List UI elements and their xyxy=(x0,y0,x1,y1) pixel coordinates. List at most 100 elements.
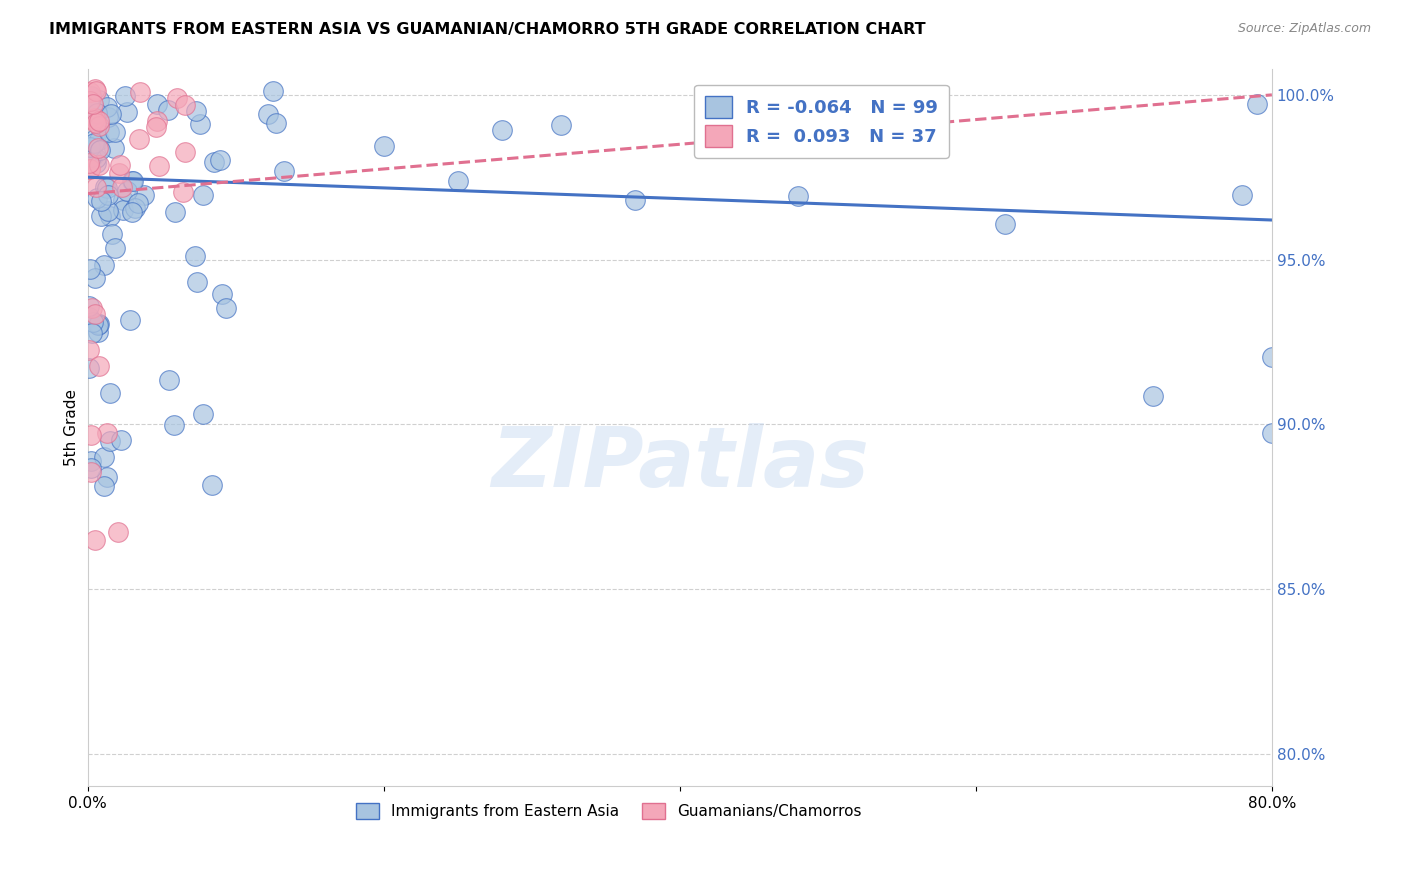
Point xyxy=(118,312,141,326)
Point xyxy=(166,91,188,105)
Point xyxy=(87,141,110,155)
Point xyxy=(202,154,225,169)
Point xyxy=(112,202,135,217)
Point xyxy=(1142,389,1164,403)
Point xyxy=(100,227,122,241)
Point xyxy=(115,185,138,199)
Point xyxy=(79,94,101,108)
Point xyxy=(121,205,143,219)
Point xyxy=(83,136,105,150)
Point xyxy=(98,386,121,401)
Point xyxy=(87,113,110,128)
Point xyxy=(80,301,103,316)
Point xyxy=(83,111,105,125)
Point xyxy=(1232,188,1254,202)
Point xyxy=(148,159,170,173)
Point xyxy=(129,85,152,99)
Legend: Immigrants from Eastern Asia, Guamanians/Chamorros: Immigrants from Eastern Asia, Guamanians… xyxy=(350,797,868,825)
Point xyxy=(787,188,810,202)
Point xyxy=(93,450,115,465)
Point xyxy=(84,179,107,194)
Point xyxy=(84,270,107,285)
Point xyxy=(104,241,127,255)
Point xyxy=(87,318,110,332)
Point xyxy=(103,141,125,155)
Point xyxy=(145,120,167,135)
Point xyxy=(89,120,111,134)
Point xyxy=(184,104,207,119)
Point xyxy=(122,174,145,188)
Point xyxy=(86,151,108,165)
Point xyxy=(699,124,721,138)
Point xyxy=(82,109,104,123)
Point xyxy=(83,113,105,128)
Point xyxy=(90,194,112,209)
Point xyxy=(994,217,1017,231)
Point xyxy=(83,131,105,145)
Point xyxy=(97,110,120,124)
Point xyxy=(80,454,103,468)
Point xyxy=(90,209,112,223)
Point xyxy=(83,101,105,115)
Point xyxy=(93,258,115,272)
Point xyxy=(146,97,169,112)
Point xyxy=(79,85,101,99)
Point xyxy=(112,194,135,208)
Point xyxy=(89,143,111,157)
Point xyxy=(262,85,284,99)
Point xyxy=(98,209,121,223)
Point xyxy=(96,181,118,195)
Point xyxy=(188,117,211,131)
Point xyxy=(87,325,110,339)
Point xyxy=(132,188,155,202)
Point xyxy=(550,118,572,132)
Point xyxy=(447,174,470,188)
Point xyxy=(273,164,295,178)
Point xyxy=(1261,350,1284,364)
Point xyxy=(87,158,110,172)
Point xyxy=(1261,425,1284,440)
Point xyxy=(82,96,104,111)
Point xyxy=(373,139,395,153)
Point xyxy=(200,477,222,491)
Point xyxy=(77,361,100,376)
Point xyxy=(111,179,134,194)
Point xyxy=(107,525,129,540)
Text: IMMIGRANTS FROM EASTERN ASIA VS GUAMANIAN/CHAMORRO 5TH GRADE CORRELATION CHART: IMMIGRANTS FROM EASTERN ASIA VS GUAMANIA… xyxy=(49,22,925,37)
Point xyxy=(115,105,138,120)
Point xyxy=(97,188,120,202)
Point xyxy=(124,201,146,215)
Point xyxy=(82,148,104,162)
Point xyxy=(97,204,120,219)
Point xyxy=(163,417,186,432)
Point xyxy=(87,317,110,331)
Point xyxy=(1246,97,1268,112)
Point xyxy=(110,157,132,171)
Point xyxy=(86,107,108,121)
Point xyxy=(157,103,180,118)
Point xyxy=(96,425,118,440)
Point xyxy=(114,89,136,103)
Point xyxy=(624,193,647,207)
Point xyxy=(87,93,110,107)
Text: Source: ZipAtlas.com: Source: ZipAtlas.com xyxy=(1237,22,1371,36)
Point xyxy=(174,98,197,112)
Point xyxy=(96,100,118,114)
Point xyxy=(82,315,104,329)
Point xyxy=(110,433,132,447)
Point xyxy=(208,153,231,167)
Point xyxy=(93,180,115,194)
Point xyxy=(96,470,118,484)
Point xyxy=(77,343,100,357)
Point xyxy=(84,82,107,96)
Point xyxy=(100,107,122,121)
Point xyxy=(173,145,195,160)
Point xyxy=(86,191,108,205)
Point xyxy=(491,123,513,137)
Point xyxy=(211,286,233,301)
Point xyxy=(79,140,101,154)
Point xyxy=(84,533,107,547)
Point xyxy=(890,112,912,126)
Point xyxy=(146,114,169,128)
Point xyxy=(77,155,100,169)
